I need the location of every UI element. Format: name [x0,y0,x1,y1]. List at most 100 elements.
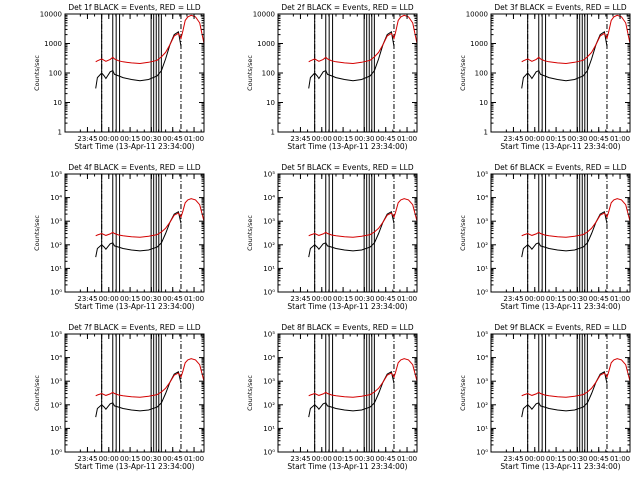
x-axis-label: Start Time (13-Apr-11 23:34:00) [74,462,194,471]
plot-frame [64,333,205,453]
xtick-label: 00:30 [567,295,587,303]
y-axis-label: Counts/sec [246,375,254,411]
xtick-label: 00:45 [376,135,396,143]
y-axis-label: Counts/sec [33,215,41,251]
xtick-label: 01:00 [397,295,417,303]
ytick-label: 10³ [263,378,275,386]
ytick-label: 10⁴ [263,194,275,202]
series-line-2 [521,198,630,238]
xtick-label: 00:15 [333,455,353,463]
xtick-label: 00:30 [141,455,161,463]
xtick-label: 00:00 [312,135,332,143]
xtick-label: 01:00 [397,455,417,463]
ytick-label: 1 [271,129,275,137]
plot-frame [64,173,205,293]
ytick-label: 100 [49,70,62,78]
xtick-label: 00:00 [312,295,332,303]
ytick-label: 10¹ [50,425,62,433]
xtick-label: 00:45 [376,455,396,463]
series-line-1 [95,211,182,258]
ytick-label: 10³ [476,218,488,226]
series-line-1 [308,371,395,418]
panel-title: Det 8f BLACK = Events, RED = LLD [281,323,414,332]
xtick-label: 01:00 [610,455,630,463]
xtick-label: 01:00 [610,135,630,143]
xtick-label: 23:45 [77,135,97,143]
plot-frame [490,333,631,453]
ytick-label: 10⁴ [50,194,62,202]
ytick-label: 1 [58,129,62,137]
panel-3: 1 10 100 1000 10000 23:45 00:00 00:15 00:30 00:45… [459,3,631,151]
plot-frame [277,173,418,293]
x-axis-label: Start Time (13-Apr-11 23:34:00) [74,302,194,311]
ytick-label: 10¹ [50,265,62,273]
xtick-label: 00:00 [525,295,545,303]
ytick-label: 10 [266,99,275,107]
xtick-label: 00:30 [567,455,587,463]
x-axis-label: Start Time (13-Apr-11 23:34:00) [500,302,620,311]
xtick-label: 00:15 [546,135,566,143]
series-line-2 [95,14,204,65]
panel-title: Det 2f BLACK = Events, RED = LLD [281,3,414,12]
ytick-label: 100 [262,70,275,78]
xtick-label: 00:45 [163,455,183,463]
series-line-2 [95,358,204,398]
xtick-label: 00:45 [376,295,396,303]
panel-title: Det 7f BLACK = Events, RED = LLD [68,323,201,332]
ytick-label: 10⁴ [476,354,488,362]
ytick-label: 10¹ [263,265,275,273]
xtick-label: 00:30 [354,455,374,463]
x-axis-label: Start Time (13-Apr-11 23:34:00) [74,142,194,151]
panel-2: 1 10 100 1000 10000 23:45 00:00 00:15 00:30 00:45… [246,3,418,151]
xtick-label: 23:45 [503,455,523,463]
panel-6: 10⁰ 10¹ 10² 10³ 10⁴ 10⁵ 23:45 00:00 00:15 00:30 00… [459,163,631,311]
xtick-label: 01:00 [184,455,204,463]
ytick-label: 1 [484,129,488,137]
ytick-label: 10³ [50,218,62,226]
xtick-label: 01:00 [610,295,630,303]
xtick-label: 00:30 [567,135,587,143]
plot-frame [490,173,631,293]
series-line-1 [521,371,608,418]
xtick-label: 00:15 [120,455,140,463]
series-line-2 [308,358,417,398]
ytick-label: 1000 [44,40,62,48]
ytick-label: 10² [263,241,275,249]
ytick-label: 10² [476,401,488,409]
ytick-label: 10⁰ [50,449,62,457]
ytick-label: 10⁰ [50,289,62,297]
ytick-label: 10⁰ [263,289,275,297]
series-line-2 [308,14,417,65]
x-axis-label: Start Time (13-Apr-11 23:34:00) [500,462,620,471]
series-line-1 [95,371,182,418]
x-axis-label: Start Time (13-Apr-11 23:34:00) [287,302,407,311]
ytick-label: 10³ [476,378,488,386]
ytick-label: 10 [479,99,488,107]
panel-7: 10⁰ 10¹ 10² 10³ 10⁴ 10⁵ 23:45 00:00 00:15 00:30 00… [33,323,205,471]
ytick-label: 10¹ [476,265,488,273]
xtick-label: 00:30 [141,295,161,303]
series-line-1 [95,30,182,89]
series-line-2 [308,198,417,238]
ytick-label: 10³ [50,378,62,386]
x-axis-label: Start Time (13-Apr-11 23:34:00) [500,142,620,151]
y-axis-label: Counts/sec [459,375,467,411]
xtick-label: 01:00 [397,135,417,143]
panel-title: Det 4f BLACK = Events, RED = LLD [68,163,201,172]
xtick-label: 23:45 [503,135,523,143]
ytick-label: 10⁵ [476,171,488,179]
series-line-1 [521,30,608,89]
xtick-label: 00:45 [589,135,609,143]
plot-frame [277,333,418,453]
xtick-label: 00:45 [163,135,183,143]
ytick-label: 10² [50,401,62,409]
panel-title: Det 3f BLACK = Events, RED = LLD [494,3,627,12]
panel-4: 10⁰ 10¹ 10² 10³ 10⁴ 10⁵ 23:45 00:00 00:15 00:30 00… [33,163,205,311]
xtick-label: 00:45 [163,295,183,303]
xtick-label: 00:15 [333,135,353,143]
panel-title: Det 1f BLACK = Events, RED = LLD [68,3,201,12]
ytick-label: 10⁰ [476,449,488,457]
xtick-label: 00:15 [120,135,140,143]
xtick-label: 00:00 [99,135,119,143]
panel-1: 1 10 100 1000 10000 23:45 00:00 00:15 00:30 00:45… [33,3,205,151]
